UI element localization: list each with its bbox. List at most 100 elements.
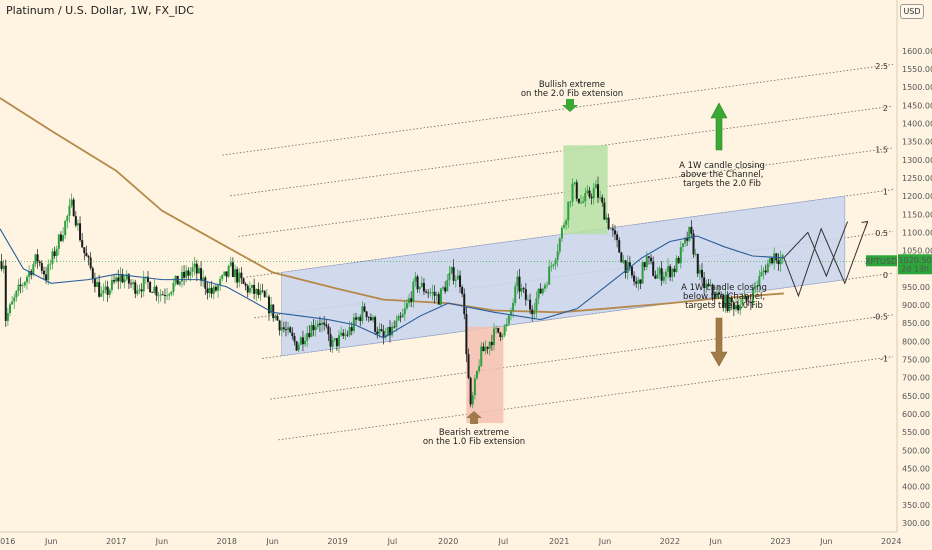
candle-body xyxy=(773,253,776,264)
candle-body xyxy=(28,271,31,277)
candle-body xyxy=(393,326,396,328)
candle-body xyxy=(694,254,697,255)
candle-body xyxy=(253,284,256,294)
candle-body xyxy=(524,289,527,300)
candle-body xyxy=(13,297,16,302)
y-tick-label: 1500.00 xyxy=(902,83,932,92)
candle-body xyxy=(2,265,5,269)
candle-body xyxy=(425,291,428,293)
candle-body xyxy=(654,275,657,279)
candle-body xyxy=(635,281,638,284)
candle-body xyxy=(187,270,190,276)
candle-body xyxy=(130,283,133,285)
candle-body xyxy=(480,346,483,366)
candle-body xyxy=(618,240,621,253)
candle-body xyxy=(93,278,96,287)
fib-level-label: 1.5 xyxy=(875,146,888,155)
candle-body xyxy=(280,327,283,331)
candle-body xyxy=(289,327,292,333)
candle-body xyxy=(284,329,287,331)
fib-level-label: 2 xyxy=(883,104,888,113)
candle-body xyxy=(408,298,411,304)
candle-body xyxy=(287,327,290,331)
candle-body xyxy=(541,288,544,294)
candle-body xyxy=(686,237,689,241)
candle-body xyxy=(72,199,75,217)
candle-body xyxy=(270,304,273,314)
candle-body xyxy=(594,184,597,189)
candle-body xyxy=(628,262,631,267)
candle-body xyxy=(647,256,650,258)
candle-body xyxy=(650,257,653,262)
candle-body xyxy=(667,266,670,272)
candle-body xyxy=(467,354,470,378)
candle-body xyxy=(575,182,578,199)
y-tick-label: 600.00 xyxy=(902,410,930,419)
candle-body xyxy=(96,282,99,287)
candle-body xyxy=(208,287,211,294)
y-tick-label: 350.00 xyxy=(902,501,930,510)
currency-badge[interactable]: USD xyxy=(900,4,924,19)
candle-body xyxy=(146,276,149,282)
candle-body xyxy=(340,332,343,336)
candle-body xyxy=(272,304,275,319)
candle-body xyxy=(461,287,464,294)
candle-body xyxy=(571,183,574,202)
candle-body xyxy=(529,299,532,310)
candle-body xyxy=(522,288,525,290)
candle-body xyxy=(630,266,633,276)
candle-body xyxy=(106,286,109,295)
price-tag-value: 1020.50 xyxy=(898,256,931,265)
candle-body xyxy=(703,277,706,289)
candle-body xyxy=(734,305,737,310)
bearish-extreme-box xyxy=(466,326,504,424)
candle-body xyxy=(335,338,338,347)
candle-body xyxy=(473,378,476,396)
candle-body xyxy=(607,217,610,229)
candle-body xyxy=(382,330,385,338)
candle-body xyxy=(51,251,54,264)
candle-body xyxy=(263,291,266,297)
candle-body xyxy=(486,346,489,349)
candle-body xyxy=(728,297,731,311)
candle-body xyxy=(737,305,740,311)
candle-body xyxy=(771,257,774,264)
candle-body xyxy=(244,283,247,286)
x-tick-label: 2023 xyxy=(770,537,790,546)
x-tick-label: 2021 xyxy=(549,537,569,546)
candle-body xyxy=(503,326,506,336)
candle-body xyxy=(446,280,449,292)
x-tick-label: Jun xyxy=(708,537,722,546)
below-annotation-line: A 1W candle closing xyxy=(681,283,767,293)
candle-body xyxy=(321,322,324,326)
candle-body xyxy=(357,317,360,320)
candle-body xyxy=(36,254,39,262)
candle-body xyxy=(276,315,279,321)
candle-body xyxy=(259,290,262,295)
candle-body xyxy=(47,264,50,281)
candle-body xyxy=(242,278,245,284)
candle-body xyxy=(624,260,627,273)
candle-body xyxy=(495,327,498,329)
candle-body xyxy=(756,286,759,287)
candle-body xyxy=(442,287,445,289)
candle-body xyxy=(450,267,453,274)
bearish-annotation-line: on the 1.0 Fib extension xyxy=(423,437,525,447)
candle-body xyxy=(4,265,7,321)
candle-body xyxy=(739,304,742,311)
bullish-annotation-line: on the 2.0 Fib extension xyxy=(521,89,623,99)
candle-body xyxy=(327,326,330,335)
candle-body xyxy=(743,296,746,300)
y-tick-label: 1100.00 xyxy=(902,228,932,237)
candle-body xyxy=(431,291,434,293)
candle-body xyxy=(456,275,459,280)
candle-body xyxy=(439,288,442,305)
candle-body xyxy=(168,294,171,296)
candle-body xyxy=(465,314,468,355)
x-tick-label: 2020 xyxy=(438,537,458,546)
y-tick-label: 650.00 xyxy=(902,392,930,401)
candle-body xyxy=(422,282,425,292)
below-annotation-line: targets the 1.0 Fib xyxy=(685,301,763,311)
